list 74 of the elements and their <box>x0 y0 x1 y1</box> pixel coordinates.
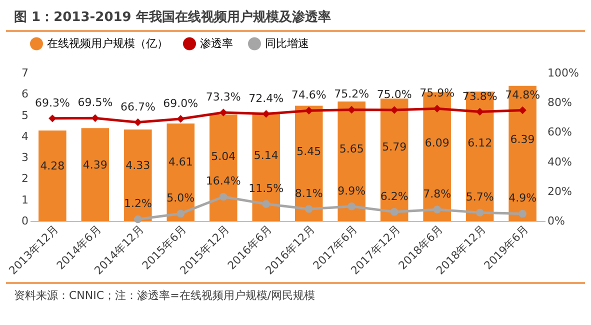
point <box>518 106 526 114</box>
data-label: 4.61 <box>168 156 193 169</box>
y-tick-label: 3 <box>22 151 28 164</box>
bar <box>124 129 152 221</box>
y-tick-label: 7 <box>22 66 28 80</box>
point <box>476 208 484 216</box>
point <box>220 192 228 201</box>
data-label: 74.6% <box>291 88 326 102</box>
point <box>348 106 356 114</box>
point <box>134 118 142 126</box>
data-label: 6.12 <box>468 136 492 150</box>
y-tick-label: 5 <box>22 108 28 122</box>
legend-label: 在线视频用户规模（亿） <box>47 36 168 50</box>
legend-label: 同比增速 <box>265 36 309 50</box>
point <box>390 208 398 216</box>
y-tick-label: 6 <box>22 88 28 101</box>
data-label: 4.33 <box>126 159 150 172</box>
point <box>518 210 526 218</box>
point <box>476 108 484 116</box>
legend-label: 渗透率 <box>200 36 233 50</box>
data-label: 5.45 <box>296 144 322 158</box>
bar <box>81 128 110 221</box>
y-tick-label: 0 <box>22 214 28 228</box>
data-label: 5.14 <box>254 148 278 162</box>
point <box>433 104 441 113</box>
point <box>262 200 270 208</box>
bar <box>166 124 195 221</box>
data-label: 5.0% <box>166 192 195 205</box>
data-label: 4.9% <box>508 192 537 205</box>
data-label: 8.1% <box>294 187 323 200</box>
data-label: 75.0% <box>376 88 412 101</box>
y2-tick-label: 40% <box>548 155 572 168</box>
chart-title: 图 1：2013-2019 年我国在线视频用户规模及渗透率 <box>13 8 332 27</box>
bar <box>294 106 323 221</box>
bar <box>338 102 366 221</box>
data-label: 7.8% <box>423 187 452 200</box>
y2-tick-label: 60% <box>548 126 572 139</box>
point <box>220 108 228 116</box>
point <box>176 115 185 123</box>
point <box>304 106 313 114</box>
data-label: 66.7% <box>120 100 156 114</box>
point <box>176 210 185 218</box>
data-label: 5.65 <box>339 142 364 156</box>
data-label: 6.09 <box>424 136 450 150</box>
y-tick-label: 1 <box>22 193 28 206</box>
data-label: 6.39 <box>510 132 535 146</box>
data-label: 4.28 <box>40 160 65 173</box>
y2-tick-label: 0% <box>548 214 565 228</box>
point <box>433 206 441 214</box>
bar <box>38 130 66 221</box>
data-label: 72.4% <box>248 92 284 105</box>
data-label: 5.7% <box>466 190 494 204</box>
data-label: 75.2% <box>334 88 370 101</box>
y-tick-label: 2 <box>22 172 28 186</box>
y2-tick-label: 100% <box>548 66 579 80</box>
data-label: 69.5% <box>78 96 113 110</box>
data-label: 6.2% <box>380 190 408 203</box>
text: 资料来源：CNNIC；注：渗透率=在线视频用户规模/网民规模 <box>14 288 316 303</box>
data-label: 9.9% <box>338 184 366 198</box>
point <box>348 202 356 210</box>
point <box>48 114 56 122</box>
y2-tick-label: 20% <box>548 184 572 198</box>
data-label: 69.0% <box>163 96 198 110</box>
data-label: 1.2% <box>124 197 152 210</box>
point <box>304 205 313 213</box>
data-label: 73.3% <box>206 90 241 104</box>
data-label: 5.04 <box>211 150 236 164</box>
y2-tick-label: 80% <box>548 96 572 110</box>
y-tick-label: 4 <box>22 130 28 143</box>
point <box>134 215 142 224</box>
bar <box>380 98 408 221</box>
data-label: 4.39 <box>82 158 108 172</box>
data-label: 69.3% <box>34 96 70 110</box>
data-label: 5.79 <box>382 140 407 154</box>
